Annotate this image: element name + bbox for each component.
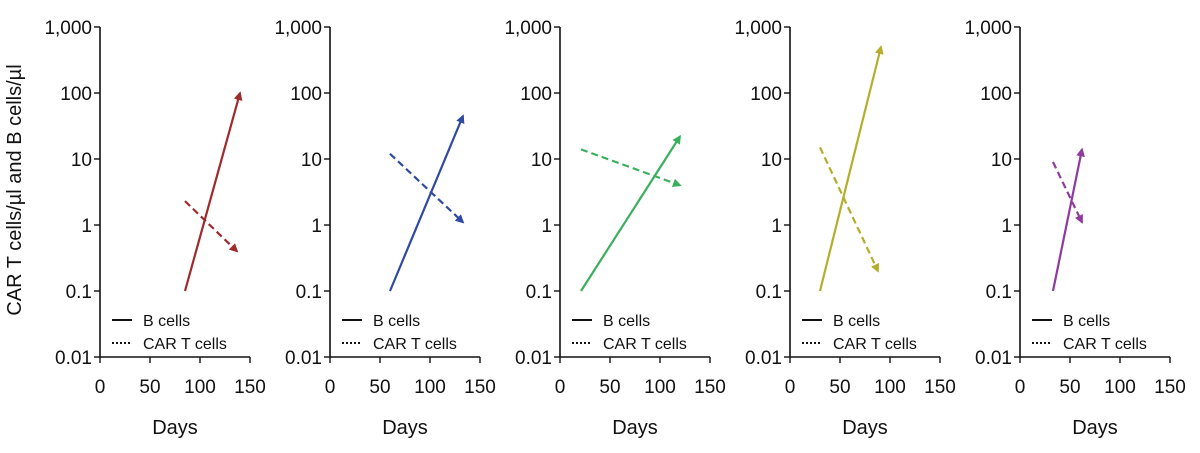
x-tick-label: 0 (1015, 377, 1026, 398)
x-axis-title: Days (152, 417, 198, 439)
car-t-cells-arrow (1052, 161, 1083, 224)
x-tick-label: 0 (555, 377, 566, 398)
x-axis-title: Days (612, 417, 658, 439)
b-cells-arrow (1051, 147, 1085, 292)
figure-y-axis-title: CAR T cells/µl and B cells/µl (4, 64, 26, 315)
b-cells-arrow (580, 134, 681, 292)
y-tick-label: 100 (290, 84, 322, 105)
y-tick-label: 1,000 (734, 18, 782, 39)
y-tick-label: 1,000 (274, 18, 322, 39)
y-tick-label: 10 (991, 150, 1012, 171)
y-tick-label: 10 (71, 150, 92, 171)
car-t-cells-arrow (580, 148, 682, 187)
car-t-cells-arrow (389, 152, 465, 224)
b-cells-arrow (818, 45, 884, 292)
car-t-cells-arrow (819, 146, 879, 273)
y-tick-label: 0.01 (975, 348, 1012, 369)
y-tick-label: 10 (301, 150, 322, 171)
y-tick-label: 1 (1001, 216, 1012, 237)
x-tick-label: 50 (369, 377, 390, 398)
legend-label: B cells (833, 313, 880, 330)
y-tick-label: 10 (531, 150, 552, 171)
x-tick-label: 0 (325, 377, 336, 398)
y-tick-label: 0.1 (986, 282, 1012, 303)
x-axis-title: Days (382, 417, 428, 439)
legend-label: CAR T cells (833, 336, 917, 353)
x-tick-label: 150 (464, 377, 496, 398)
legend-label: CAR T cells (1063, 336, 1147, 353)
y-tick-label: 0.1 (66, 282, 92, 303)
legend-label: CAR T cells (143, 336, 227, 353)
y-tick-label: 10 (761, 150, 782, 171)
y-tick-label: 0.1 (296, 282, 322, 303)
y-tick-label: 0.01 (745, 348, 782, 369)
x-tick-label: 100 (1104, 377, 1136, 398)
panel-1: 0.01 0.1 1 10 100 1,000 0 50 100 150 Days B cells CA… (44, 18, 265, 439)
x-tick-label: 100 (874, 377, 906, 398)
y-tick-label: 100 (520, 84, 552, 105)
y-tick-label: 1,000 (504, 18, 552, 39)
x-tick-label: 100 (184, 377, 216, 398)
y-tick-label: 1 (311, 216, 322, 237)
x-tick-label: 50 (139, 377, 160, 398)
car-t-cells-arrow (184, 200, 239, 253)
y-tick-label: 100 (750, 84, 782, 105)
b-cells-arrow (183, 91, 243, 292)
legend-label: CAR T cells (603, 336, 687, 353)
y-tick-label: 1 (81, 216, 92, 237)
x-tick-label: 150 (924, 377, 956, 398)
y-tick-label: 0.01 (285, 348, 322, 369)
x-tick-label: 0 (785, 377, 796, 398)
b-cells-arrow (388, 114, 465, 292)
y-tick-label: 1 (771, 216, 782, 237)
x-tick-label: 50 (599, 377, 620, 398)
panel-5: 0.01 0.1 1 10 100 1,000 0 50 100 150 Days B cells CA… (964, 18, 1185, 439)
x-tick-label: 100 (414, 377, 446, 398)
y-tick-label: 100 (980, 84, 1012, 105)
legend-label: B cells (143, 313, 190, 330)
legend-label: B cells (603, 313, 650, 330)
y-tick-label: 1 (541, 216, 552, 237)
y-tick-label: 0.01 (55, 348, 92, 369)
x-tick-label: 0 (95, 377, 106, 398)
y-tick-label: 0.1 (756, 282, 782, 303)
x-axis-title: Days (1072, 417, 1118, 439)
y-tick-label: 0.01 (515, 348, 552, 369)
x-tick-label: 50 (829, 377, 850, 398)
x-axis-title: Days (842, 417, 888, 439)
y-tick-label: 1,000 (44, 18, 92, 39)
legend-label: B cells (373, 313, 420, 330)
x-tick-label: 150 (694, 377, 726, 398)
y-tick-label: 0.1 (526, 282, 552, 303)
x-tick-label: 150 (1154, 377, 1186, 398)
legend-label: B cells (1063, 313, 1110, 330)
panel-4: 0.01 0.1 1 10 100 1,000 0 50 100 150 Days B cells CA… (734, 18, 955, 439)
x-tick-label: 150 (234, 377, 266, 398)
x-tick-label: 100 (644, 377, 676, 398)
y-tick-label: 1,000 (964, 18, 1012, 39)
x-tick-label: 50 (1059, 377, 1080, 398)
y-tick-label: 100 (60, 84, 92, 105)
panel-2: 0.01 0.1 1 10 100 1,000 0 50 100 150 Days B cells CA… (274, 18, 495, 439)
legend-label: CAR T cells (373, 336, 457, 353)
panel-3: 0.01 0.1 1 10 100 1,000 0 50 100 150 Days B cells CA… (504, 18, 725, 439)
